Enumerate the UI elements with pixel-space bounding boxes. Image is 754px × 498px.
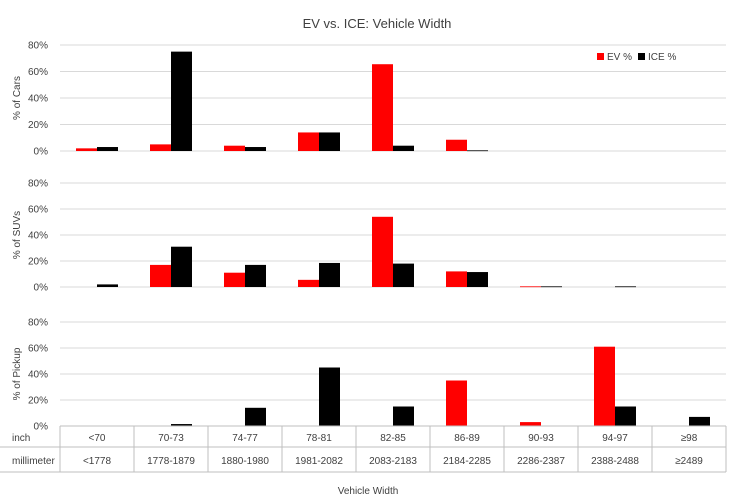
y-axis-title: % of Cars <box>12 76 23 120</box>
x-tick-label-mm: <1778 <box>83 456 112 467</box>
ice-bar <box>97 284 118 287</box>
x-tick-label-mm: 2083-2183 <box>369 456 417 467</box>
ice-bar <box>319 132 340 151</box>
ice-bar <box>319 367 340 426</box>
ev-bar <box>594 346 615 426</box>
ev-bar <box>520 422 541 426</box>
ice-bar <box>541 286 562 288</box>
ev-bar <box>224 145 245 151</box>
x-tick-label-inch: 94-97 <box>602 433 628 444</box>
x-tick-label-inch: 78-81 <box>306 433 332 444</box>
ev-bar <box>298 279 319 287</box>
x-tick-label-inch: 86-89 <box>454 433 480 444</box>
ev-bar <box>76 148 97 151</box>
ice-bar <box>393 263 414 287</box>
ev-bar <box>446 271 467 287</box>
x-tick-label-mm: 1778-1879 <box>147 456 195 467</box>
ice-bar <box>171 246 192 287</box>
ice-bar <box>171 424 192 426</box>
x-tick-label-inch: 90-93 <box>528 433 554 444</box>
ice-bar <box>615 286 636 288</box>
ice-bar <box>393 145 414 151</box>
x-tick-label-mm: ≥2489 <box>675 456 703 467</box>
ice-bar <box>97 147 118 151</box>
ice-bar <box>245 407 266 426</box>
y-axis-title: % of Pickup <box>12 347 23 400</box>
y-tick-label: 20% <box>28 396 48 407</box>
y-tick-label: 80% <box>28 318 48 329</box>
x-tick-label-mm: 1981-2082 <box>295 456 343 467</box>
legend: EV % ICE % <box>597 52 676 63</box>
x-tick-label-mm: 2388-2488 <box>591 456 639 467</box>
y-tick-label: 40% <box>28 94 48 105</box>
y-axis-title: % of SUVs <box>12 211 23 259</box>
ice-bar <box>245 147 266 151</box>
ice-bar <box>689 416 710 426</box>
row-label-inch: inch <box>12 433 30 444</box>
ev-bar <box>372 64 393 151</box>
legend-swatch <box>597 53 604 60</box>
y-tick-label: 80% <box>28 179 48 190</box>
ice-bar <box>171 51 192 151</box>
category-table: inch millimeter <70 <1778 70-73 1778-1879 74-7… <box>0 425 727 473</box>
ice-bar <box>467 272 488 287</box>
row-label-millimeter: millimeter <box>12 456 55 467</box>
y-tick-label: 60% <box>28 205 48 216</box>
y-tick-label: 0% <box>34 422 49 433</box>
x-tick-label-inch: <70 <box>89 433 106 444</box>
ev-bar <box>520 286 541 288</box>
ice-bar <box>615 406 636 426</box>
y-tick-label: 0% <box>34 283 49 294</box>
ice-bar <box>245 264 266 287</box>
ev-bar <box>372 216 393 287</box>
x-tick-label-mm: 1880-1980 <box>221 456 269 467</box>
ice-bar <box>319 262 340 287</box>
ev-bar <box>150 144 171 151</box>
ev-bar <box>150 264 171 287</box>
legend-label: ICE % <box>648 52 676 63</box>
x-tick-label-inch: 82-85 <box>380 433 406 444</box>
x-axis-title: Vehicle Width <box>338 486 399 497</box>
x-tick-label-mm: 2184-2285 <box>443 456 491 467</box>
y-tick-label: 20% <box>28 120 48 131</box>
y-tick-label: 80% <box>28 41 48 52</box>
x-tick-label-inch: ≥98 <box>681 433 698 444</box>
panel-3: 0% 20% 40% 60% 80% % of Pickup <box>12 318 726 433</box>
ev-bar <box>446 139 467 151</box>
legend-label: EV % <box>607 52 632 63</box>
y-tick-label: 60% <box>28 344 48 355</box>
x-tick-label-inch: 74-77 <box>232 433 258 444</box>
panel-1: 0% 20% 40% 60% 80% % of Cars <box>12 41 726 158</box>
ev-bar <box>298 132 319 151</box>
ev-bar <box>446 380 467 426</box>
legend-swatch <box>638 53 645 60</box>
ice-bar <box>393 406 414 426</box>
y-tick-label: 20% <box>28 257 48 268</box>
panel-2: 0% 20% 40% 60% 80% % of SUVs <box>12 179 726 294</box>
y-tick-label: 40% <box>28 231 48 242</box>
ice-bar <box>467 150 488 152</box>
y-tick-label: 40% <box>28 370 48 381</box>
x-tick-label-inch: 70-73 <box>158 433 184 444</box>
panels-layer: 0% 20% 40% 60% 80% % of Cars 0% 20% 40% 60% 80% % o… <box>12 41 726 433</box>
x-tick-label-mm: 2286-2387 <box>517 456 565 467</box>
chart-title: EV vs. ICE: Vehicle Width <box>303 16 452 31</box>
ev-bar <box>224 272 245 287</box>
y-tick-label: 60% <box>28 67 48 78</box>
y-tick-label: 0% <box>34 147 49 158</box>
